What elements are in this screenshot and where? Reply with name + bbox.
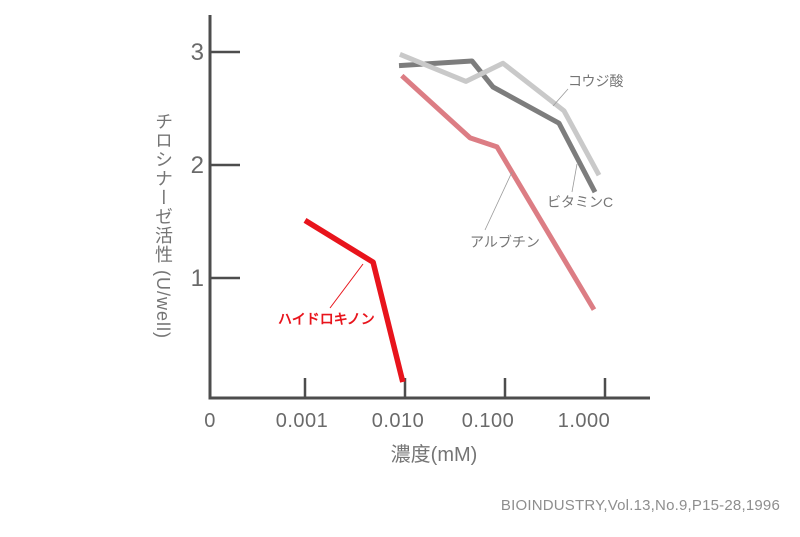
x-tick-label: 1.000 (558, 410, 611, 432)
series-leader-vitamin_c (571, 163, 578, 193)
series-label-kojic_acid: コウジ酸 (568, 73, 623, 89)
series-leader-arbutin (484, 171, 513, 231)
series-leader-hydroquinone (329, 263, 364, 309)
x-tick-label: 0.100 (462, 410, 515, 432)
y-tick-label: 1 (191, 265, 204, 292)
series-leader-kojic_acid (552, 88, 569, 107)
axes (208, 15, 650, 400)
series-line-hydroquinone (303, 218, 406, 383)
x-tick-label: 0.001 (276, 410, 329, 432)
series-line-arbutin (400, 73, 597, 311)
citation-text: BIOINDUSTRY,Vol.13,No.9,P15-28,1996 (500, 497, 780, 514)
y-tick-label: 3 (191, 39, 204, 66)
y-axis-title: チロシナーゼ活性 (U/well) (153, 112, 173, 339)
series-line-vitamin_c (398, 58, 598, 194)
x-tick-label: 0.010 (372, 410, 425, 432)
series-label-arbutin: アルブチン (470, 234, 540, 250)
y-tick-label: 2 (191, 152, 204, 179)
series-label-hydroquinone: ハイドロキノン (278, 311, 375, 327)
x-tick-label: 0 (204, 410, 216, 432)
series-line-kojic_acid (398, 51, 602, 177)
x-axis-title: 濃度(mM) (391, 443, 478, 466)
series-label-vitamin_c: ビタミンC (547, 194, 613, 210)
